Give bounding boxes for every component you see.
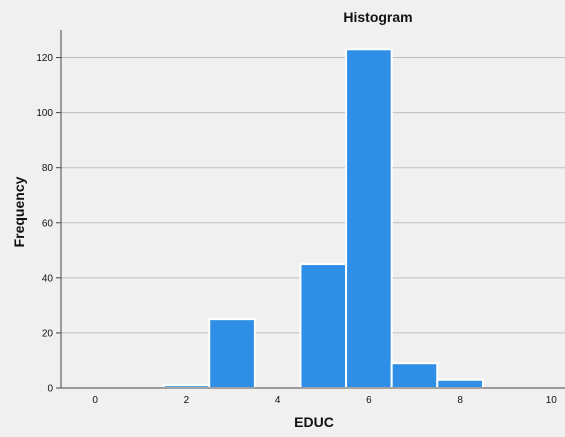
histogram-bar: [345, 48, 393, 390]
y-tick-label: 120: [36, 53, 53, 64]
x-tick-label: 0: [92, 395, 98, 406]
y-tick-label: 100: [36, 108, 53, 119]
y-tick-label: 0: [47, 384, 53, 395]
x-tick-label: 4: [275, 395, 281, 406]
y-tick-label: 80: [42, 163, 54, 174]
histogram-bar: [299, 263, 348, 390]
x-axis-label: EDUC: [294, 414, 334, 430]
y-axis-label: Frequency: [11, 176, 27, 247]
histogram-bars: [162, 48, 484, 390]
axes: [56, 30, 565, 389]
y-tick-label: 60: [42, 218, 54, 229]
histogram-bar: [390, 362, 439, 390]
x-tick-label: 2: [184, 395, 190, 406]
tick-labels: 0 20 40 60 80 100 120 0 2 4 6 8 10: [36, 53, 557, 406]
grid-lines: [61, 57, 565, 334]
x-tick-label: 6: [366, 395, 372, 406]
y-tick-label: 20: [42, 328, 54, 339]
histogram-bar: [436, 378, 484, 390]
y-tick-label: 40: [42, 273, 54, 284]
histogram-bar: [208, 318, 256, 389]
x-tick-label: 8: [457, 395, 463, 406]
chart-title: Histogram: [343, 9, 412, 25]
x-tick-label: 10: [546, 395, 558, 406]
